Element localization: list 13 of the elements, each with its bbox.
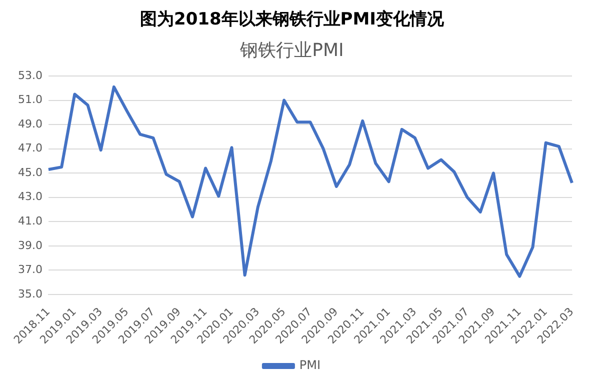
y-tick-label: 45.0 [18,166,42,179]
y-tick-label: 53.0 [18,68,42,82]
legend-label: PMI [299,358,321,372]
y-tick-label: 39.0 [18,238,42,252]
y-tick-label: 51.0 [18,93,42,106]
y-tick-label: 47.0 [18,142,42,155]
chart-title: 图为2018年以来钢铁行业PMI变化情况 [140,10,445,30]
y-tick-label: 43.0 [18,190,42,204]
chart-subtitle: 钢铁行业PMI [239,40,344,61]
y-tick-label: 37.0 [18,263,42,276]
y-tick-label: 41.0 [18,214,42,228]
y-tick-label: 49.0 [18,117,42,130]
y-tick-label: 35.0 [18,287,42,300]
